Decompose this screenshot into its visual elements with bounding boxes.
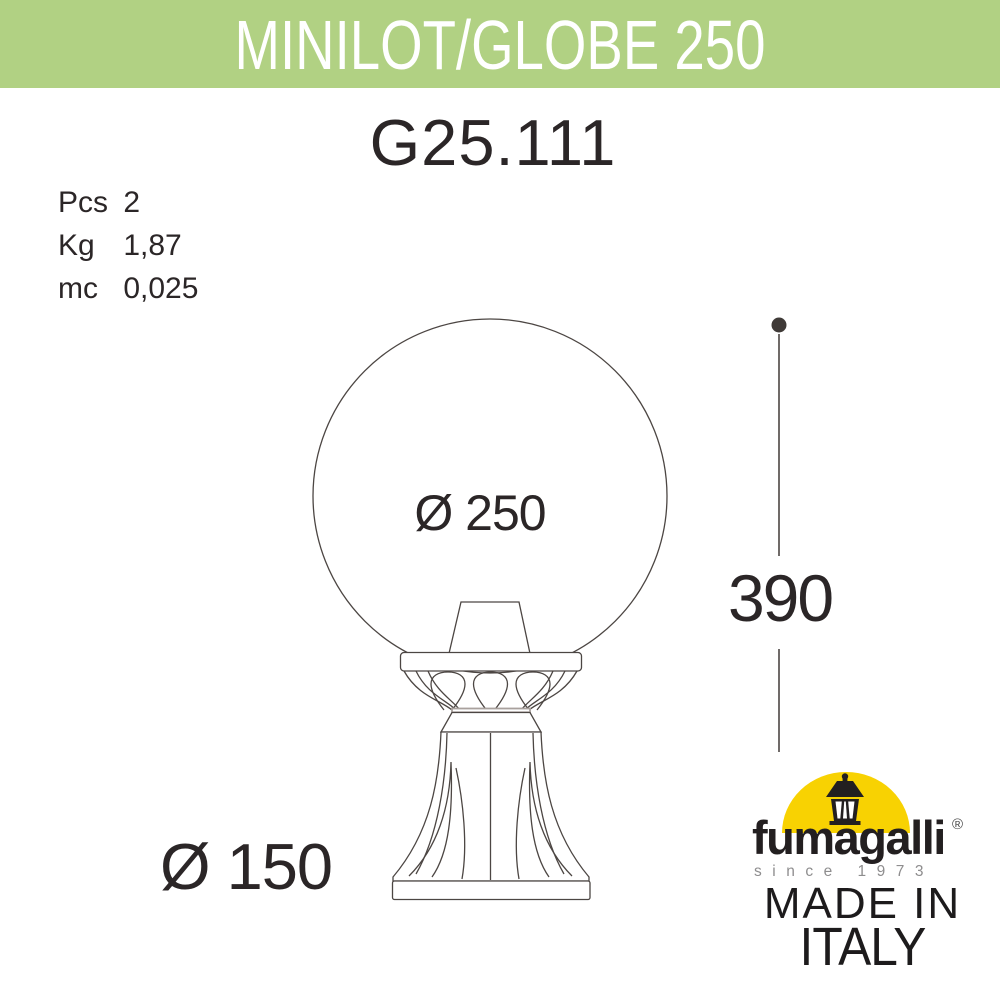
dimension-dot bbox=[771, 317, 787, 333]
made-in-line2: ITALY bbox=[799, 917, 926, 977]
spec-pieces-label: Pcs bbox=[58, 186, 109, 219]
globe-diameter-label: Ø 250 bbox=[414, 485, 545, 541]
product-code: G25.111 bbox=[369, 106, 617, 179]
brand-wordmark: fumagalli bbox=[752, 811, 946, 864]
pedestal-neck bbox=[439, 711, 543, 733]
brand-tagline: since 1973 bbox=[754, 863, 934, 880]
title-bar: MINILOT/GLOBE 250 bbox=[0, 0, 1000, 88]
column-flutes bbox=[408, 732, 573, 880]
globe-outline bbox=[312, 318, 668, 674]
spec-weight-value: 1,87 bbox=[123, 229, 182, 262]
lamp-neck bbox=[448, 601, 531, 655]
spec-list: Pcs 2 Kg 1,87 mc 0,025 bbox=[58, 181, 198, 310]
fumagalli-logo: fumagalli ® since 1973 MADE IN ITALY bbox=[740, 765, 985, 985]
scalloped-curls bbox=[403, 670, 578, 711]
registered-mark: ® bbox=[952, 816, 964, 833]
lantern-icon bbox=[826, 773, 864, 825]
height-dimension bbox=[771, 317, 787, 752]
ground-base bbox=[391, 880, 591, 901]
made-in-line1: MADE IN bbox=[763, 879, 962, 928]
spec-pieces: Pcs 2 bbox=[58, 181, 198, 224]
spec-weight: Kg 1,87 bbox=[58, 224, 198, 267]
spec-volume: mc 0,025 bbox=[58, 267, 198, 310]
spec-volume-value: 0,025 bbox=[123, 272, 199, 305]
height-label: 390 bbox=[728, 561, 832, 635]
logo-graphic bbox=[782, 772, 910, 833]
spec-weight-label: Kg bbox=[58, 229, 95, 262]
base-diameter-label: Ø 150 bbox=[160, 830, 332, 903]
collar-plate bbox=[399, 651, 583, 672]
waist-ring bbox=[451, 707, 531, 714]
spec-pieces-value: 2 bbox=[123, 186, 141, 219]
made-in-italy: MADE IN ITALY bbox=[740, 879, 985, 977]
spec-volume-label: mc bbox=[58, 272, 98, 305]
product-name: MINILOT/GLOBE 250 bbox=[234, 6, 766, 84]
